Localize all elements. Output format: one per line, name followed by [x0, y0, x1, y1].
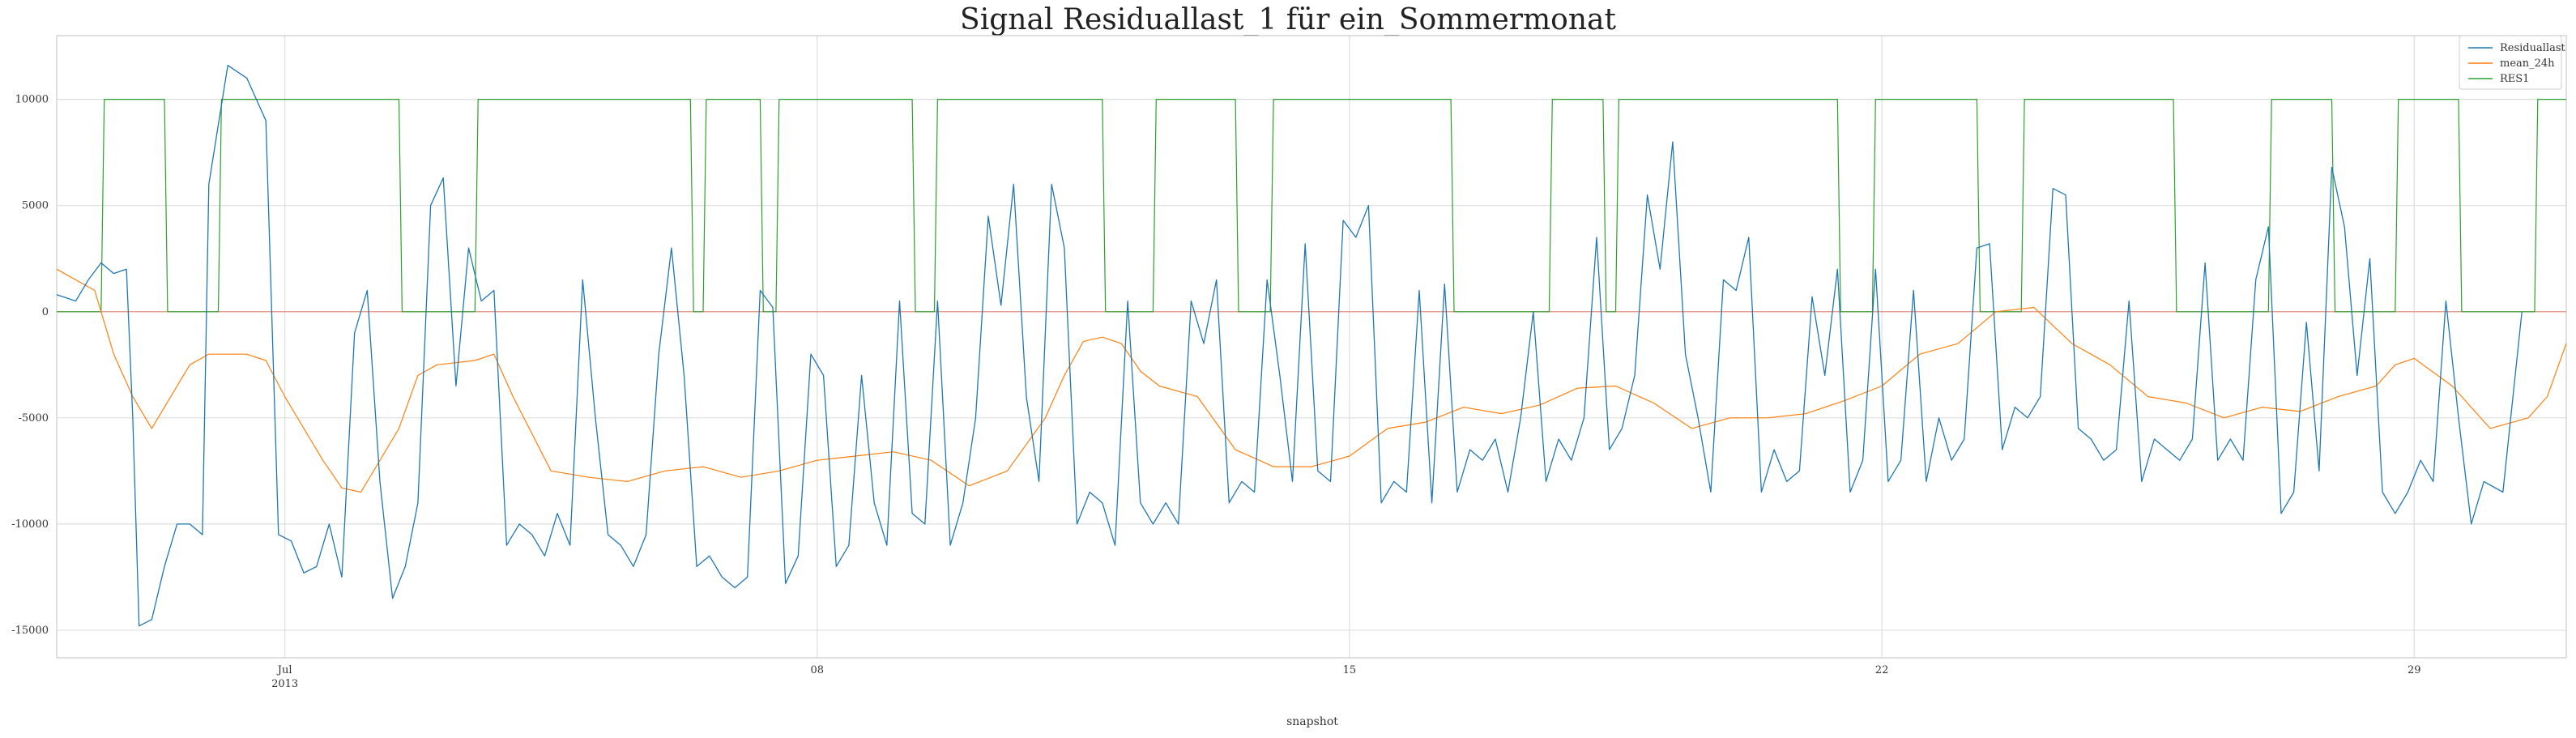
x-tick-sublabel: 2013 — [271, 678, 298, 690]
legend-label-residuallast: Residuallast — [2500, 42, 2565, 54]
x-tick-label: 15 — [1343, 664, 1357, 676]
series-line-res1 — [57, 99, 2566, 313]
y-tick-label: -15000 — [11, 625, 49, 637]
x-tick-label: Jul — [276, 664, 292, 676]
legend-box — [2459, 35, 2562, 90]
legend-label-res1: RES1 — [2500, 73, 2529, 85]
y-tick-label: -10000 — [11, 518, 49, 531]
x-tick-label: 08 — [811, 664, 825, 676]
chart-title: Signal Residuallast_1 für ein_Sommermona… — [960, 3, 1616, 36]
series-line-mean-24h — [56, 268, 2567, 493]
x-axis-label: snapshot — [1286, 715, 1338, 728]
y-tick-label: 10000 — [15, 94, 49, 106]
y-tick-label: 5000 — [22, 200, 49, 212]
x-tick-label: 29 — [2408, 664, 2421, 676]
x-tick-label: 22 — [1875, 664, 1889, 676]
legend-label-mean-24h: mean_24h — [2500, 58, 2555, 70]
series-line-residuallast — [56, 65, 2523, 627]
x-axis-ticks: Jul 2013 08 15 22 29 — [271, 664, 2420, 690]
plot-frame — [56, 35, 2567, 659]
y-axis-ticks: 10000 5000 0 -5000 -10000 -15000 — [11, 94, 49, 637]
y-tick-label: 0 — [42, 306, 49, 318]
legend: Residuallast mean_24h RES1 — [2459, 35, 2565, 90]
series-layer — [56, 65, 2567, 627]
y-tick-label: -5000 — [19, 412, 49, 424]
